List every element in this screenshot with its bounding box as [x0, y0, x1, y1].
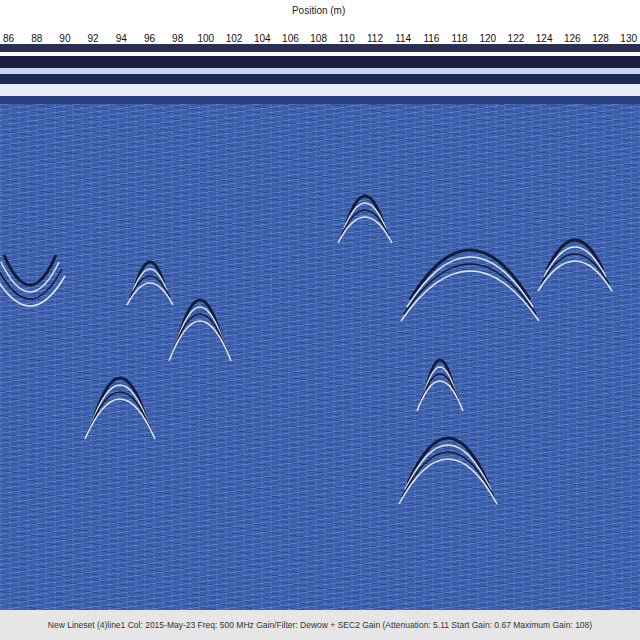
svg-text:124: 124: [536, 33, 553, 44]
svg-text:128: 128: [592, 33, 609, 44]
svg-text:122: 122: [508, 33, 525, 44]
svg-text:86: 86: [3, 33, 15, 44]
svg-text:92: 92: [88, 33, 100, 44]
svg-text:118: 118: [452, 33, 468, 44]
svg-text:112: 112: [367, 33, 383, 44]
svg-text:Position (m): Position (m): [292, 5, 345, 16]
svg-text:100: 100: [197, 33, 214, 44]
svg-text:94: 94: [116, 33, 128, 44]
svg-text:108: 108: [310, 33, 327, 44]
svg-text:106: 106: [282, 33, 299, 44]
svg-text:120: 120: [479, 33, 496, 44]
svg-text:130: 130: [620, 33, 637, 44]
svg-text:96: 96: [144, 33, 156, 44]
svg-text:110: 110: [339, 33, 355, 44]
svg-text:114: 114: [395, 33, 411, 44]
html-text:New Lineset (4)line1 Col: 2015: New Lineset (4)line1 Col: 2015-May-23 Fr…: [47, 620, 593, 630]
svg-text:90: 90: [59, 33, 71, 44]
svg-text:126: 126: [564, 33, 581, 44]
svg-text:98: 98: [172, 33, 184, 44]
svg-text:104: 104: [254, 33, 271, 44]
svg-text:88: 88: [31, 33, 43, 44]
svg-text:102: 102: [226, 33, 243, 44]
svg-text:116: 116: [423, 33, 439, 44]
